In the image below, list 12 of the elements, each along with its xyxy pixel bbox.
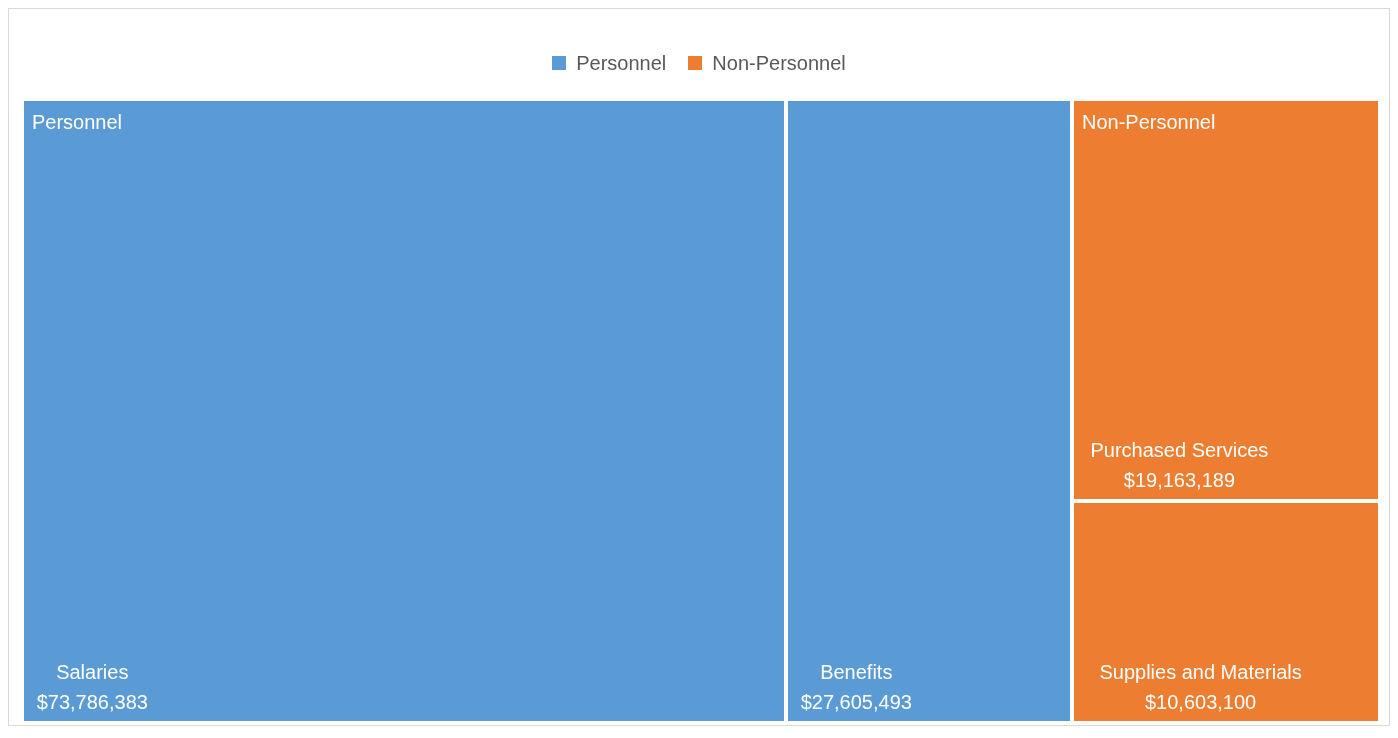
data-label: $10,603,100 <box>1144 691 1257 713</box>
category-label: Benefits <box>820 661 893 683</box>
category-label: Salaries <box>56 661 129 683</box>
data-label: $19,163,189 <box>1123 469 1236 491</box>
category-label: Supplies and Materials <box>1099 661 1302 683</box>
category-label: Purchased Services <box>1090 439 1269 461</box>
data-label: $27,605,493 <box>800 691 912 713</box>
data-label: $73,786,383 <box>36 691 148 713</box>
series-label: Personnel <box>32 111 123 133</box>
legend-label: Non-Personnel <box>711 51 846 75</box>
text: Non-Personnel <box>1082 111 1216 133</box>
text: Personnel <box>576 51 667 74</box>
